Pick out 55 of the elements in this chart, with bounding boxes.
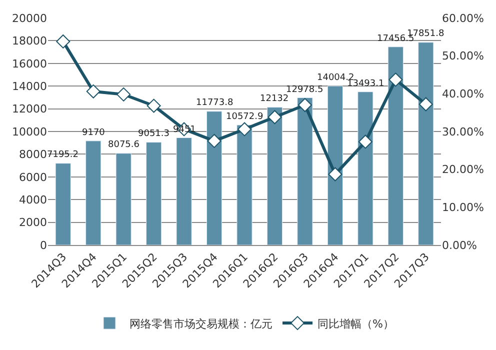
data-label: 10572.9 — [226, 112, 264, 122]
y-tick-label: 2000 — [19, 216, 47, 230]
data-label: 17456.5 — [377, 34, 414, 44]
point — [388, 72, 403, 87]
y-tick-label: 6000 — [19, 170, 47, 184]
bar — [116, 153, 132, 245]
bar — [146, 142, 162, 245]
bar — [297, 97, 313, 245]
point — [116, 87, 131, 102]
legend-label: 同比增幅（%） — [318, 317, 394, 330]
y-tick-label: 4000 — [19, 193, 47, 206]
point — [298, 98, 312, 112]
y-tick-label: 14000 — [12, 80, 47, 93]
point — [56, 34, 70, 48]
y2-tick-label: 50.00% — [442, 50, 484, 63]
y-tick-label: 8000 — [19, 148, 47, 162]
data-label: 13493.1 — [347, 79, 384, 89]
point — [358, 134, 372, 149]
y2-tick-label: 60.00% — [442, 12, 484, 25]
bar — [418, 42, 434, 245]
y-tick-label: 0 — [40, 238, 47, 252]
legend-label: 网络零售市场交易规模：亿元 — [130, 317, 272, 330]
bar — [266, 107, 283, 245]
point — [146, 98, 161, 113]
bar — [86, 140, 102, 245]
bar — [206, 111, 222, 245]
data-label: 8075.6 — [108, 140, 140, 150]
y-tick-label: 20000 — [12, 12, 47, 25]
data-label: 7195.2 — [47, 150, 78, 160]
data-label: 9170 — [82, 128, 106, 138]
bar — [236, 124, 252, 245]
y-tick-label: 12000 — [12, 102, 47, 116]
bar — [388, 46, 404, 245]
y2-tick-label: 30.00% — [442, 125, 484, 138]
data-label: 9051.3 — [138, 129, 170, 139]
point — [268, 110, 282, 124]
y-tick-label: 10000 — [12, 125, 47, 138]
data-label: 12978.5 — [286, 85, 324, 95]
y-tick-label: 18000 — [12, 34, 47, 48]
y2-tick-label: 10.00% — [442, 201, 484, 214]
bar — [327, 86, 343, 245]
y2-tick-label: 0.00% — [442, 238, 477, 252]
bar — [55, 163, 71, 245]
point — [238, 122, 252, 136]
point — [86, 84, 100, 98]
y2-tick-label: 40.00% — [442, 88, 484, 101]
data-label: 12132 — [260, 94, 289, 104]
bar — [176, 137, 192, 245]
point — [328, 167, 342, 182]
bar — [358, 92, 374, 245]
data-label: 11773.8 — [196, 98, 234, 108]
point — [207, 134, 222, 148]
y2-tick-label: 20.00% — [442, 163, 484, 176]
point — [418, 97, 433, 112]
y-tick-label: 16000 — [12, 57, 47, 70]
